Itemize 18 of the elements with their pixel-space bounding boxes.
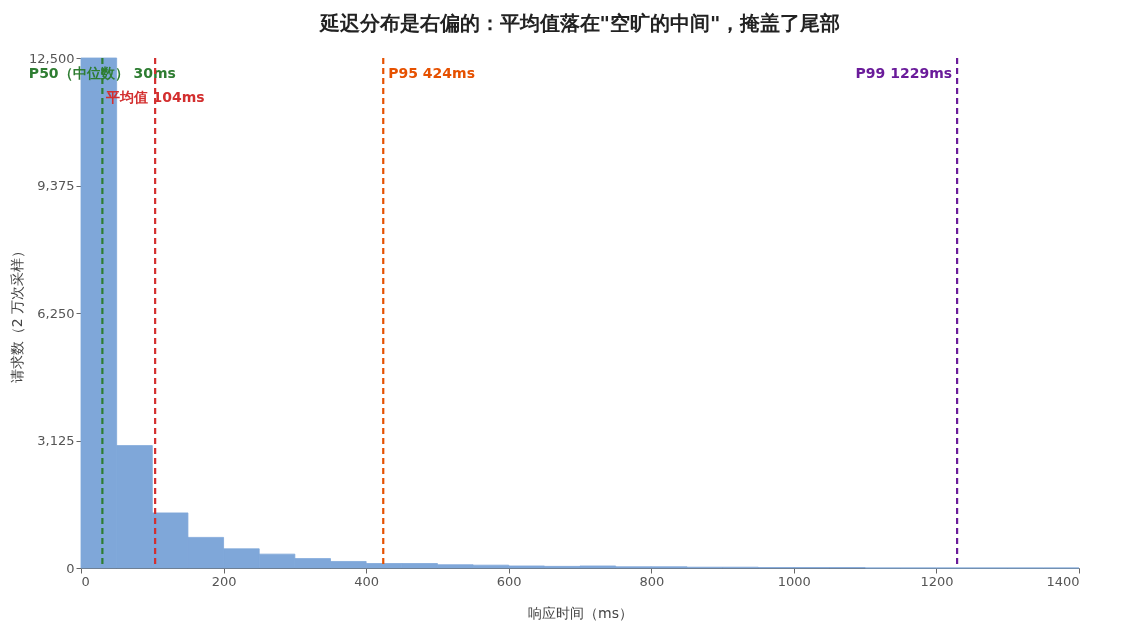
y-tick-label: 0 [66,560,75,576]
y-axis-title: 请求数（2 万次采样） [9,243,26,384]
chart-title: 延迟分布是右偏的：平均值落在"空旷的中间"，掩盖了尾部 [317,11,841,35]
y-tick-label: 3,125 [37,433,75,448]
y-tick-label: 12,500 [29,50,75,66]
ref-line-label: P99 1229ms [855,65,953,81]
x-tick-label: 1400 [1046,573,1080,589]
ref-line-label: P95 424ms [388,65,476,81]
y-tick-label: 9,375 [37,178,75,193]
y-tick-label: 6,250 [37,305,75,321]
x-tick-label: 200 [211,573,237,589]
x-axis-title: 响应时间（ms） [528,604,633,621]
x-tick-label: 1200 [920,573,954,589]
x-tick-label: 800 [639,573,665,589]
x-tick-label: 1000 [777,573,811,589]
x-tick-label: 0 [81,573,90,589]
x-tick-label: 400 [354,573,380,589]
x-tick-label: 600 [496,573,522,589]
